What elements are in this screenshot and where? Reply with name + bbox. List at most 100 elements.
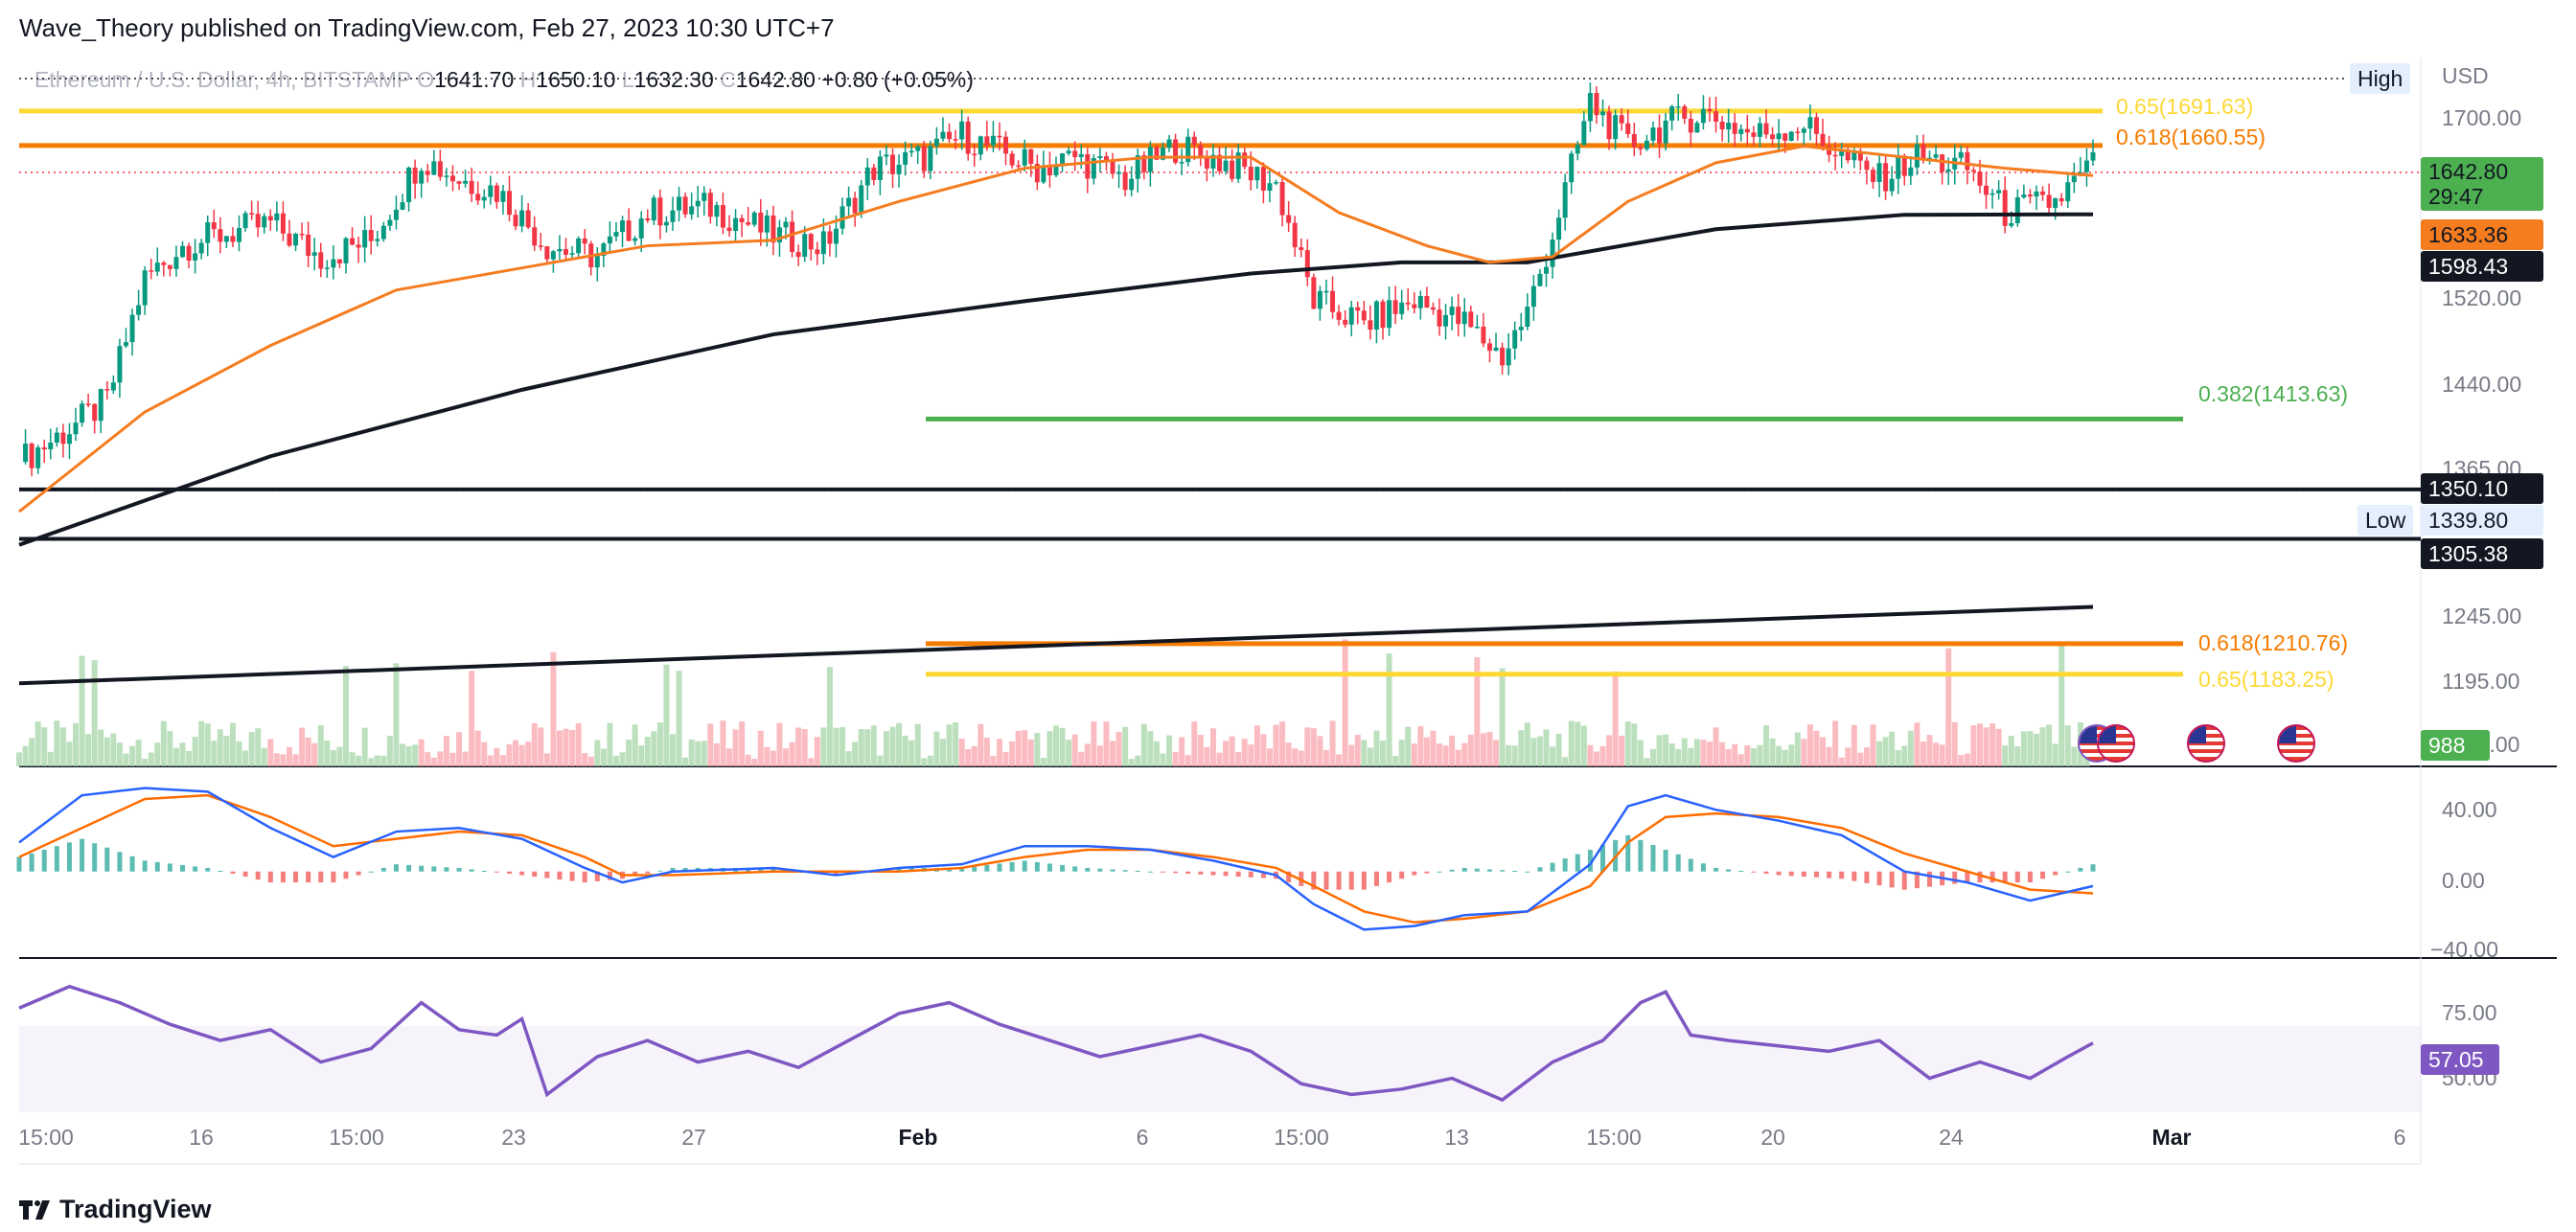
- candle-body: [739, 217, 745, 223]
- volume-bar: [1254, 725, 1260, 766]
- volume-bar: [1310, 728, 1317, 766]
- volume-bar: [1782, 749, 1788, 766]
- tradingview-brand[interactable]: TradingView: [19, 1195, 212, 1224]
- macd-histogram-bar: [959, 867, 965, 872]
- volume-bar: [1826, 746, 1832, 766]
- candle-body: [406, 167, 412, 203]
- volume-bar: [330, 750, 336, 766]
- volume-layer: [16, 639, 2090, 766]
- price-tick: 1245.00: [2442, 604, 2522, 628]
- volume-bar: [1266, 748, 1273, 766]
- volume-bar: [1619, 735, 1625, 766]
- volume-bar: [54, 720, 60, 766]
- macd-histogram-bar: [532, 871, 538, 878]
- volume-bar: [1518, 730, 1525, 766]
- macd-histogram-bar: [1587, 850, 1593, 872]
- candle-body: [1896, 155, 1901, 179]
- candle-body: [1041, 166, 1046, 183]
- candle-body: [695, 200, 701, 207]
- candle-body: [607, 236, 612, 244]
- volume-bar: [1876, 741, 1883, 766]
- candle-body: [1901, 155, 1907, 176]
- us-flag-icon[interactable]: [2187, 724, 2225, 763]
- macd-histogram-bar: [984, 864, 990, 872]
- volume-bar: [656, 722, 663, 766]
- macd-histogram-bar: [1600, 844, 1606, 872]
- candle-body: [1569, 153, 1575, 183]
- candle-body: [1707, 108, 1713, 112]
- volume-bar: [1637, 740, 1644, 766]
- us-flag-icon[interactable]: [2277, 724, 2315, 763]
- volume-bar: [104, 737, 110, 766]
- volume-bar: [405, 745, 412, 766]
- us-flag-icon[interactable]: [2097, 724, 2135, 763]
- candle-body: [2027, 194, 2033, 197]
- candle-body: [1857, 151, 1863, 161]
- volume-bar: [1304, 727, 1311, 766]
- candle-body: [1650, 127, 1656, 141]
- volume-bar: [1260, 734, 1267, 766]
- price-tick: 1440.00: [2442, 372, 2522, 397]
- candle-body: [1154, 147, 1160, 160]
- volume-bar: [726, 748, 733, 766]
- volume-bar: [965, 748, 972, 766]
- volume-bar: [720, 720, 726, 766]
- volume-bar: [1983, 727, 1990, 766]
- candle-body: [758, 212, 764, 233]
- volume-bar: [1806, 724, 1813, 766]
- volume-bar: [651, 731, 657, 766]
- volume-bar: [883, 731, 889, 766]
- macd-histogram-bar: [1625, 834, 1631, 872]
- candle-body: [1348, 307, 1354, 325]
- candle-body: [1813, 117, 1819, 134]
- volume-bar: [1166, 735, 1173, 766]
- candle-body: [149, 270, 154, 272]
- candle-body: [682, 196, 688, 215]
- macd-histogram-bar: [1060, 864, 1066, 872]
- macd-histogram-bar: [1562, 858, 1568, 872]
- candle-body: [1147, 147, 1153, 172]
- candles-layer: [23, 82, 2096, 477]
- candle-body: [1675, 105, 1681, 108]
- volume-bar: [437, 751, 444, 766]
- candle-body: [1788, 131, 1794, 141]
- macd-histogram-bar: [682, 867, 688, 872]
- candle-body: [1852, 151, 1857, 161]
- candle-body: [1380, 301, 1386, 329]
- volume-bar: [1116, 731, 1122, 766]
- candle-body: [928, 146, 933, 171]
- candle-body: [475, 194, 481, 201]
- candle-body: [1714, 111, 1719, 122]
- volume-bar: [1279, 721, 1286, 766]
- volume-bar: [167, 731, 173, 766]
- candle-body: [267, 216, 273, 221]
- candle-body: [80, 403, 85, 423]
- macd-histogram-bar: [318, 871, 324, 883]
- volume-bar: [801, 729, 808, 766]
- macd-histogram-bar: [670, 867, 676, 872]
- candle-body: [940, 131, 946, 139]
- candle-body: [2071, 175, 2077, 183]
- volume-bar: [1889, 731, 1896, 766]
- volume-bar: [983, 738, 990, 766]
- candle-body: [1543, 266, 1549, 274]
- candle-body: [1204, 155, 1209, 169]
- volume-bar: [91, 660, 98, 766]
- macd-tick: 0.00: [2442, 868, 2485, 893]
- volume-bar: [1248, 744, 1254, 766]
- volume-bar: [1580, 725, 1587, 766]
- symbol-label[interactable]: Ethereum / U.S. Dollar, 4h, BITSTAMP: [34, 67, 411, 92]
- volume-bar: [626, 740, 632, 766]
- volume-bar: [600, 748, 607, 766]
- candle-body: [506, 191, 512, 216]
- candle-body: [1757, 123, 1762, 137]
- candle-body: [488, 185, 494, 197]
- candle-body: [1412, 304, 1417, 308]
- volume-bar: [1417, 726, 1424, 766]
- macd-histogram-bar: [1147, 871, 1153, 873]
- volume-bar: [236, 741, 242, 766]
- candle-body: [1223, 160, 1229, 171]
- macd-histogram-bar: [972, 866, 978, 872]
- candle-body: [1135, 155, 1140, 179]
